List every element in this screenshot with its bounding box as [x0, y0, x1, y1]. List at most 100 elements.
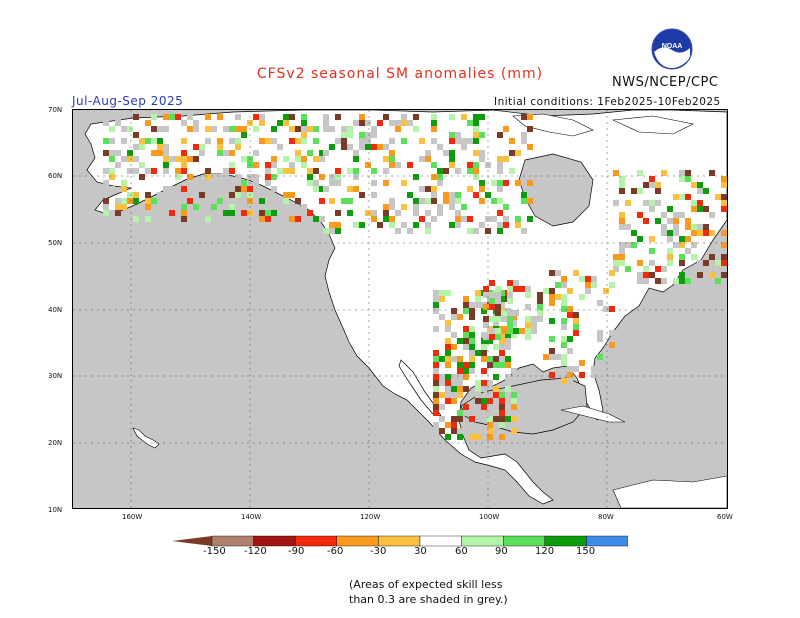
anomaly-cell — [151, 138, 157, 144]
anomaly-cell — [455, 168, 461, 174]
anomaly-cell — [199, 150, 205, 156]
anomaly-cell — [335, 174, 341, 180]
anomaly-cell — [401, 180, 407, 186]
anomaly-cell — [241, 180, 247, 186]
anomaly-cell — [531, 316, 537, 322]
anomaly-cell — [495, 316, 501, 322]
anomaly-cell — [561, 336, 567, 342]
anomaly-cell — [353, 174, 359, 180]
anomaly-cell — [511, 416, 517, 422]
anomaly-cell — [667, 230, 673, 236]
anomaly-cell — [451, 374, 457, 380]
anomaly-cell — [667, 206, 673, 212]
anomaly-cell — [217, 144, 223, 150]
anomaly-cell — [329, 126, 335, 132]
colorbar-label: -60 — [327, 546, 344, 557]
anomaly-cell — [469, 344, 475, 350]
anomaly-cell — [181, 120, 187, 126]
anomaly-cell — [511, 320, 517, 326]
anomaly-cell — [555, 270, 561, 276]
anomaly-cell — [609, 330, 615, 336]
anomaly-cell — [443, 168, 449, 174]
anomaly-cell — [127, 126, 133, 132]
anomaly-cell — [289, 192, 295, 198]
anomaly-cell — [697, 224, 703, 230]
anomaly-cell — [491, 216, 497, 222]
anomaly-cell — [259, 198, 265, 204]
anomaly-cell — [591, 366, 597, 372]
anomaly-cell — [443, 198, 449, 204]
anomaly-cell — [319, 186, 325, 192]
anomaly-cell — [561, 294, 567, 300]
anomaly-cell — [697, 188, 703, 194]
anomaly-cell — [235, 186, 241, 192]
anomaly-cell — [353, 150, 359, 156]
anomaly-cell — [115, 114, 121, 120]
anomaly-cell — [691, 254, 697, 260]
anomaly-cell — [353, 156, 359, 162]
anomaly-cell — [649, 236, 655, 242]
anomaly-cell — [625, 200, 631, 206]
anomaly-cell — [457, 362, 463, 368]
colorbar-label: -120 — [244, 546, 267, 557]
anomaly-cell — [679, 260, 685, 266]
anomaly-cell — [109, 126, 115, 132]
anomaly-cell — [163, 114, 169, 120]
anomaly-cell — [341, 198, 347, 204]
anomaly-cell — [265, 210, 271, 216]
anomaly-cell — [679, 242, 685, 248]
anomaly-cell — [271, 186, 277, 192]
anomaly-cell — [463, 308, 469, 314]
anomaly-cell — [497, 228, 503, 234]
anomaly-cell — [187, 156, 193, 162]
anomaly-cell — [521, 114, 527, 120]
anomaly-cell — [487, 362, 493, 368]
anomaly-cell — [493, 434, 499, 440]
anomaly-cell — [181, 156, 187, 162]
anomaly-cell — [473, 132, 479, 138]
anomaly-cell — [401, 204, 407, 210]
anomaly-cell — [335, 180, 341, 186]
anomaly-cell — [193, 204, 199, 210]
lat-label-40n: 40N — [48, 306, 63, 314]
anomaly-cell — [217, 138, 223, 144]
anomaly-cell — [619, 224, 625, 230]
anomaly-cell — [579, 294, 585, 300]
anomaly-cell — [433, 356, 439, 362]
anomaly-cell — [573, 366, 579, 372]
anomaly-cell — [163, 156, 169, 162]
anomaly-cell — [443, 150, 449, 156]
anomaly-cell — [721, 230, 727, 236]
anomaly-cell — [313, 126, 319, 132]
anomaly-cell — [679, 194, 685, 200]
anomaly-cell — [609, 270, 615, 276]
anomaly-cell — [467, 216, 473, 222]
anomaly-cell — [609, 282, 615, 288]
anomaly-cell — [469, 434, 475, 440]
lon-label-100w: 100W — [479, 513, 500, 521]
anomaly-cell — [527, 126, 533, 132]
anomaly-cell — [365, 210, 371, 216]
anomaly-cell — [187, 186, 193, 192]
anomaly-cell — [235, 126, 241, 132]
anomaly-cell — [157, 126, 163, 132]
anomaly-cell — [229, 168, 235, 174]
anomaly-cell — [445, 392, 451, 398]
anomaly-cell — [451, 356, 457, 362]
anomaly-cell — [139, 162, 145, 168]
map-canvas — [73, 110, 727, 508]
anomaly-cell — [507, 286, 513, 292]
anomaly-cell — [703, 260, 709, 266]
anomaly-cell — [341, 132, 347, 138]
anomaly-cell — [151, 168, 157, 174]
anomaly-cell — [217, 174, 223, 180]
anomaly-cell — [513, 280, 519, 286]
anomaly-cell — [187, 126, 193, 132]
anomaly-cell — [709, 254, 715, 260]
anomaly-cell — [579, 360, 585, 366]
anomaly-cell — [649, 206, 655, 212]
anomaly-cell — [643, 218, 649, 224]
anomaly-cell — [637, 272, 643, 278]
anomaly-cell — [265, 138, 271, 144]
anomaly-cell — [437, 144, 443, 150]
